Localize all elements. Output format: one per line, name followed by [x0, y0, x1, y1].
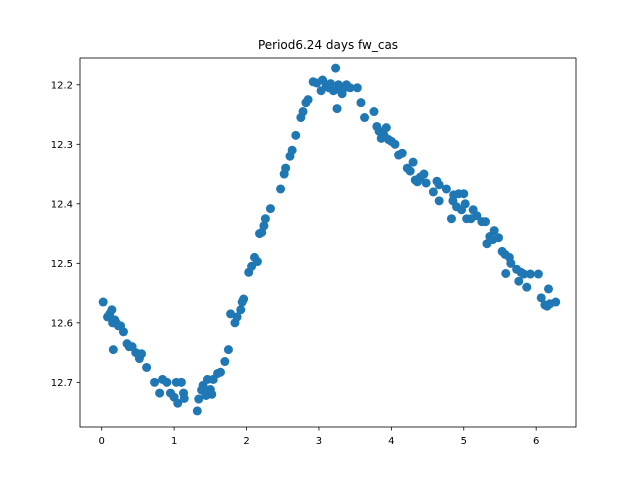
data-point	[525, 269, 535, 279]
data-point	[298, 107, 308, 117]
data-point	[551, 297, 561, 307]
data-point	[236, 305, 246, 315]
x-tick-label: 0	[99, 436, 105, 447]
data-point	[441, 184, 451, 194]
data-point	[472, 211, 482, 221]
y-tick-label: 12.2	[51, 80, 73, 91]
data-point	[536, 293, 546, 303]
data-point	[316, 86, 326, 96]
data-point	[506, 258, 516, 268]
data-point	[331, 63, 341, 73]
data-point	[405, 166, 415, 176]
data-point	[287, 145, 297, 155]
data-point	[369, 107, 379, 117]
y-tick-label: 12.3	[51, 140, 73, 151]
data-point	[460, 199, 470, 209]
data-point	[232, 312, 242, 322]
data-point	[326, 79, 336, 89]
data-point	[434, 196, 444, 206]
data-point	[519, 269, 529, 279]
y-tick-label: 12.6	[51, 318, 73, 329]
data-point	[459, 189, 469, 199]
data-point	[421, 178, 431, 188]
data-point	[328, 86, 338, 96]
data-point	[260, 214, 270, 224]
data-point	[220, 357, 230, 367]
x-tick-label: 2	[243, 436, 249, 447]
data-point	[419, 169, 429, 179]
data-point	[137, 349, 147, 359]
data-point	[194, 394, 204, 404]
x-tick-label: 6	[533, 436, 539, 447]
data-point	[352, 83, 362, 93]
data-point	[259, 221, 269, 231]
data-point	[543, 284, 553, 294]
data-point	[162, 377, 172, 387]
data-point	[501, 268, 511, 278]
data-point	[345, 83, 355, 93]
data-point	[239, 294, 249, 304]
x-axis: 0 1 2 3 4 5 6	[99, 427, 539, 447]
data-point	[356, 98, 366, 108]
data-point	[276, 184, 286, 194]
chart-title: Period6.24 days fw_cas	[258, 38, 398, 52]
data-point	[533, 269, 543, 279]
y-tick-label: 12.4	[51, 199, 73, 210]
x-tick-label: 5	[461, 436, 467, 447]
data-point	[207, 389, 217, 399]
data-point	[480, 217, 490, 227]
data-point	[514, 276, 524, 286]
data-point	[179, 393, 189, 403]
y-tick-label: 12.5	[51, 259, 73, 270]
data-point	[360, 113, 370, 123]
x-tick-label: 3	[316, 436, 322, 447]
data-point	[192, 406, 202, 416]
data-point	[108, 345, 118, 355]
data-point	[107, 305, 117, 315]
data-point	[303, 95, 313, 105]
data-point	[223, 345, 233, 355]
data-points	[98, 63, 561, 416]
data-point	[390, 139, 400, 149]
data-point	[489, 226, 499, 236]
data-point	[434, 180, 444, 190]
plot-area-frame	[79, 57, 577, 428]
data-point	[176, 377, 186, 387]
data-point	[408, 157, 418, 167]
data-point	[155, 388, 165, 398]
data-point	[281, 163, 291, 173]
y-axis: 12.2 12.3 12.4 12.5 12.6 12.7	[51, 80, 80, 389]
data-point	[381, 123, 391, 133]
x-tick-label: 1	[171, 436, 177, 447]
y-tick-label: 12.7	[51, 378, 73, 389]
data-point	[215, 367, 225, 377]
x-tick-label: 4	[388, 436, 394, 447]
data-point	[397, 148, 407, 158]
data-point	[522, 282, 532, 292]
data-point	[494, 233, 504, 243]
data-point	[252, 257, 262, 267]
data-point	[142, 362, 152, 372]
data-point	[265, 204, 275, 214]
data-point	[150, 377, 160, 387]
data-point	[291, 130, 301, 140]
data-point	[428, 187, 438, 197]
data-point	[332, 104, 342, 114]
data-point	[173, 398, 183, 408]
data-point	[446, 214, 456, 224]
data-point	[98, 297, 108, 307]
data-point	[118, 327, 128, 337]
